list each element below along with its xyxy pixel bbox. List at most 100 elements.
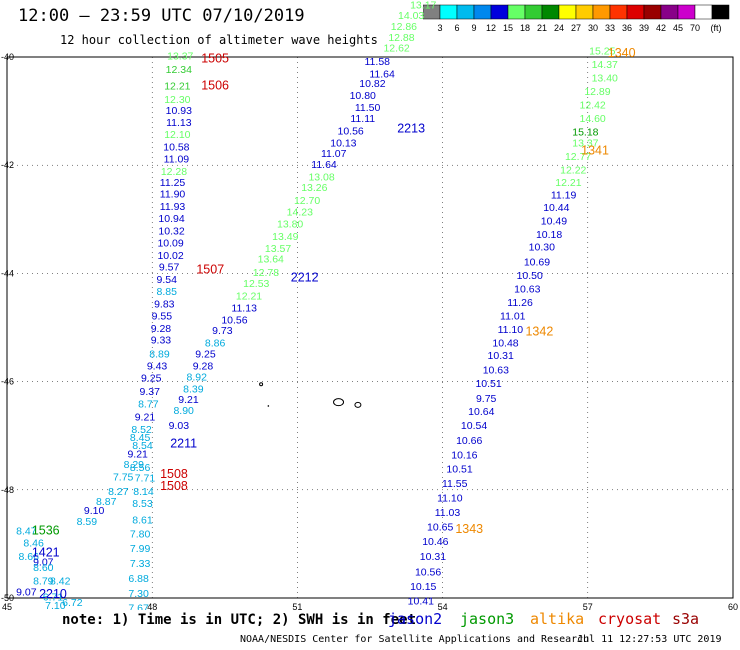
wave-height-label: 8.86: [205, 337, 226, 349]
wave-height-label: 9.43: [147, 361, 168, 373]
colorbar-label: 24: [554, 23, 564, 33]
wave-height-label: 11.01: [500, 310, 526, 322]
wave-height-label: 7.10: [45, 600, 66, 610]
satellite-label-s3a: s3a: [672, 610, 700, 628]
wave-height-label: 7.71: [135, 473, 156, 485]
colorbar-label: (ft): [711, 23, 722, 33]
wave-height-label: 12.21: [164, 80, 190, 92]
wave-height-label: 10.64: [468, 406, 494, 418]
wave-height-label: 9.28: [193, 361, 214, 373]
wave-height-label: 12.77: [565, 151, 591, 163]
wave-height-label: 10.46: [422, 536, 448, 548]
y-tick-label: -48: [1, 485, 14, 495]
wave-height-label: 10.48: [492, 337, 518, 349]
wave-height-label: 12.62: [383, 43, 409, 55]
wave-height-label: 8.90: [173, 405, 194, 417]
wave-height-label: 12.88: [388, 32, 414, 44]
island-outline: [267, 405, 270, 407]
wave-height-label: 10.09: [157, 237, 183, 249]
colorbar-label: 6: [454, 23, 459, 33]
wave-height-label: 8.47: [16, 526, 37, 538]
wave-height-label: 9.73: [212, 325, 233, 337]
colorbar-label: 45: [673, 23, 683, 33]
wave-height-label: 9.28: [151, 323, 172, 335]
y-tick-label: -40: [1, 52, 14, 62]
plot-frame: [6, 56, 734, 599]
wave-height-label: 11.25: [160, 177, 186, 189]
island-outline: [333, 398, 345, 407]
wave-height-label: 11.26: [507, 297, 533, 309]
wave-height-label: 13.37: [572, 137, 598, 149]
x-tick-label: 57: [583, 602, 593, 610]
island-outline: [354, 401, 362, 408]
wave-height-label: 8.42: [50, 575, 71, 587]
wave-height-label: 7.30: [128, 588, 149, 600]
wave-height-label: 11.13: [166, 117, 192, 129]
wave-height-label: 13.40: [592, 72, 618, 84]
wave-height-label: 12.21: [555, 177, 581, 189]
wave-height-label: 10.49: [541, 216, 567, 228]
pass-time-label: 1343: [455, 522, 483, 536]
x-tick-label: 51: [292, 602, 302, 610]
colorbar-label: 12: [486, 23, 496, 33]
wave-height-label: 9.37: [140, 386, 161, 398]
wave-height-label: 6.71: [43, 592, 64, 604]
pass-time-label: 1342: [525, 325, 553, 339]
wave-height-label: 10.66: [456, 435, 482, 447]
altimeter-chart: 45 48 51 54 57 60-40-42-44-46-48-5013.3712.34…: [1, 0, 738, 610]
wave-height-label: 6.88: [128, 573, 149, 585]
wave-height-label: 8.66: [19, 551, 40, 563]
wave-height-label: 12.10: [164, 129, 190, 141]
wave-height-label: 8.46: [23, 538, 44, 550]
satellite-label-altika: altika: [530, 610, 585, 628]
wave-height-label: 13.17: [410, 0, 436, 11]
colorbar-label: 33: [605, 23, 615, 33]
wave-height-label: 11.07: [321, 148, 347, 160]
wave-height-label: 10.13: [330, 137, 356, 149]
wave-height-label: 10.94: [158, 213, 184, 225]
wave-height-label: 10.32: [158, 225, 184, 237]
wave-height-label: 12.70: [294, 195, 320, 207]
wave-height-label: 10.63: [514, 283, 540, 295]
wave-height-label: 8.59: [77, 516, 98, 528]
wave-height-label: 10.44: [543, 202, 569, 214]
credit-text: NOAA/NESDIS Center for Satellite Applica…: [240, 634, 590, 645]
wave-height-label: 10.54: [461, 420, 487, 432]
colorbar-label: 39: [639, 23, 649, 33]
colorbar-label: 42: [656, 23, 666, 33]
wave-height-label: 12.34: [166, 64, 192, 76]
wave-height-label: 7.99: [130, 543, 151, 555]
wave-height-label: 10.65: [427, 521, 453, 533]
wave-height-label: 9.33: [151, 335, 172, 347]
wave-height-label: 11.19: [551, 190, 577, 202]
wave-height-label: 11.50: [355, 102, 381, 114]
colorbar-label: 30: [588, 23, 598, 33]
wave-height-label: 13.57: [265, 243, 291, 255]
wave-height-label: 8.89: [149, 348, 170, 360]
wave-height-label: 6.80: [57, 608, 78, 610]
y-tick-label: -50: [1, 593, 14, 603]
wave-height-label: 12.78: [253, 267, 279, 279]
note-text: note: 1) Time is in UTC; 2) SWH is in fe…: [62, 612, 417, 628]
pass-time-label: 1340: [608, 46, 636, 60]
colorbar-label: 18: [520, 23, 530, 33]
wave-height-label: 9.54: [157, 274, 178, 286]
wave-height-label: 10.63: [483, 364, 509, 376]
wave-height-label: 9.83: [154, 298, 175, 310]
wave-height-label: 10.82: [359, 78, 385, 90]
y-tick-label: -46: [1, 377, 14, 387]
wave-height-label: 7.67: [128, 603, 149, 610]
wave-height-label: 12.28: [161, 166, 187, 178]
wave-height-label: 12.21: [236, 290, 262, 302]
wave-height-label: 14.37: [592, 59, 618, 71]
wave-height-label: 9.07: [16, 586, 37, 598]
wave-height-label: 11.10: [437, 493, 463, 505]
satellite-label-jason3: jason3: [460, 610, 515, 628]
wave-height-label: 11.58: [365, 56, 391, 68]
wave-height-label: 9.03: [169, 420, 190, 432]
wave-height-label: 8.92: [187, 372, 208, 384]
wave-height-label: 10.80: [350, 90, 376, 102]
wave-height-label: 9.25: [195, 348, 216, 360]
pass-time-label: 1508: [160, 479, 188, 493]
wave-height-label: 10.58: [163, 142, 189, 154]
